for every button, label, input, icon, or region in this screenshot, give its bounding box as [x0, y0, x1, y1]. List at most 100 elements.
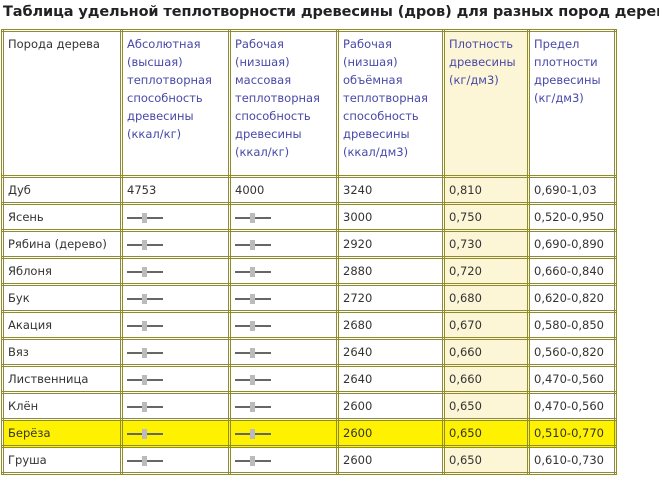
cell-absolute-heat [120, 364, 231, 394]
cell-species: Рябина (дерево) [1, 229, 123, 259]
cell-absolute-heat [120, 418, 231, 448]
cell-volume-heat: 2600 [336, 445, 445, 475]
header-density-range: Предел плотности древесины (кг/дм3) [527, 29, 617, 178]
header-mass-heat: Рабочая (низшая) массовая теплотворная с… [228, 29, 339, 178]
cell-absolute-heat: 4753 [120, 175, 231, 205]
cell-density: 0,730 [442, 229, 530, 259]
cell-absolute-heat [120, 310, 231, 340]
cell-volume-heat: 3000 [336, 202, 445, 232]
wood-heat-table: Порода дерева Абсолютная (высшая) теплот… [1, 29, 617, 475]
cell-density-range: 0,560-0,820 [527, 337, 617, 367]
cell-species: Вяз [1, 337, 123, 367]
cell-mass-heat [228, 391, 339, 421]
cell-species: Берёза [1, 418, 123, 448]
table-row: Вяз 2640 0,660 0,560-0,820 [1, 337, 617, 367]
table-row: Ясень 3000 0,750 0,520-0,950 [1, 202, 617, 232]
cell-mass-heat [228, 445, 339, 475]
cell-volume-heat: 2880 [336, 256, 445, 286]
cell-absolute-heat [120, 202, 231, 232]
dash-placeholder-icon [235, 212, 271, 223]
cell-volume-heat: 2720 [336, 283, 445, 313]
cell-density: 0,660 [442, 364, 530, 394]
dash-placeholder-icon [127, 374, 163, 385]
cell-density-range: 0,580-0,850 [527, 310, 617, 340]
cell-density: 0,720 [442, 256, 530, 286]
cell-mass-heat [228, 337, 339, 367]
dash-placeholder-icon [235, 347, 271, 358]
cell-species: Бук [1, 283, 123, 313]
cell-volume-heat: 2680 [336, 310, 445, 340]
cell-density: 0,750 [442, 202, 530, 232]
dash-placeholder-icon [127, 455, 163, 466]
cell-density: 0,650 [442, 445, 530, 475]
dash-placeholder-icon [127, 293, 163, 304]
dash-placeholder-icon [127, 212, 163, 223]
cell-absolute-heat [120, 391, 231, 421]
cell-density: 0,670 [442, 310, 530, 340]
cell-species: Яблоня [1, 256, 123, 286]
table-row: Берёза 2600 0,650 0,510-0,770 [1, 418, 617, 448]
cell-density-range: 0,510-0,770 [527, 418, 617, 448]
cell-density-range: 0,470-0,560 [527, 364, 617, 394]
dash-placeholder-icon [235, 266, 271, 277]
cell-density: 0,650 [442, 418, 530, 448]
cell-mass-heat [228, 256, 339, 286]
dash-placeholder-icon [235, 455, 271, 466]
header-volume-heat: Рабочая (низшая) объёмная теплотворная с… [336, 29, 445, 178]
dash-placeholder-icon [127, 401, 163, 412]
cell-volume-heat: 3240 [336, 175, 445, 205]
dash-placeholder-icon [235, 293, 271, 304]
table-row: Груша 2600 0,650 0,610-0,730 [1, 445, 617, 475]
header-row: Порода дерева Абсолютная (высшая) теплот… [1, 29, 617, 178]
cell-density-range: 0,690-1,03 [527, 175, 617, 205]
cell-mass-heat [228, 364, 339, 394]
cell-mass-heat [228, 418, 339, 448]
table-row: Дуб 4753 4000 3240 0,810 0,690-1,03 [1, 175, 617, 205]
cell-absolute-heat [120, 256, 231, 286]
cell-density: 0,680 [442, 283, 530, 313]
cell-density-range: 0,520-0,950 [527, 202, 617, 232]
cell-density-range: 0,620-0,820 [527, 283, 617, 313]
dash-placeholder-icon [235, 401, 271, 412]
cell-mass-heat [228, 283, 339, 313]
cell-volume-heat: 2920 [336, 229, 445, 259]
cell-density-range: 0,470-0,560 [527, 391, 617, 421]
table-row: Клён 2600 0,650 0,470-0,560 [1, 391, 617, 421]
cell-species: Дуб [1, 175, 123, 205]
table-row: Лиственница 2640 0,660 0,470-0,560 [1, 364, 617, 394]
dash-placeholder-icon [127, 320, 163, 331]
cell-density: 0,810 [442, 175, 530, 205]
cell-species: Клён [1, 391, 123, 421]
cell-density: 0,650 [442, 391, 530, 421]
cell-density: 0,660 [442, 337, 530, 367]
page-title: Таблица удельной теплотворности древесин… [3, 4, 659, 20]
dash-placeholder-icon [127, 266, 163, 277]
cell-volume-heat: 2640 [336, 337, 445, 367]
cell-absolute-heat [120, 283, 231, 313]
cell-volume-heat: 2640 [336, 364, 445, 394]
header-absolute-heat: Абсолютная (высшая) теплотворная способн… [120, 29, 231, 178]
cell-species: Ясень [1, 202, 123, 232]
dash-placeholder-icon [235, 239, 271, 250]
header-density: Плотность древесины (кг/дм3) [442, 29, 530, 178]
cell-species: Лиственница [1, 364, 123, 394]
table-row: Бук 2720 0,680 0,620-0,820 [1, 283, 617, 313]
header-species: Порода дерева [1, 29, 123, 178]
cell-mass-heat: 4000 [228, 175, 339, 205]
cell-mass-heat [228, 202, 339, 232]
cell-species: Груша [1, 445, 123, 475]
dash-placeholder-icon [127, 428, 163, 439]
cell-density-range: 0,660-0,840 [527, 256, 617, 286]
cell-absolute-heat [120, 445, 231, 475]
cell-mass-heat [228, 229, 339, 259]
table-row: Акация 2680 0,670 0,580-0,850 [1, 310, 617, 340]
cell-absolute-heat [120, 229, 231, 259]
cell-species: Акация [1, 310, 123, 340]
dash-placeholder-icon [127, 239, 163, 250]
cell-density-range: 0,610-0,730 [527, 445, 617, 475]
dash-placeholder-icon [235, 320, 271, 331]
cell-volume-heat: 2600 [336, 391, 445, 421]
table-row: Яблоня 2880 0,720 0,660-0,840 [1, 256, 617, 286]
cell-density-range: 0,690-0,890 [527, 229, 617, 259]
cell-absolute-heat [120, 337, 231, 367]
